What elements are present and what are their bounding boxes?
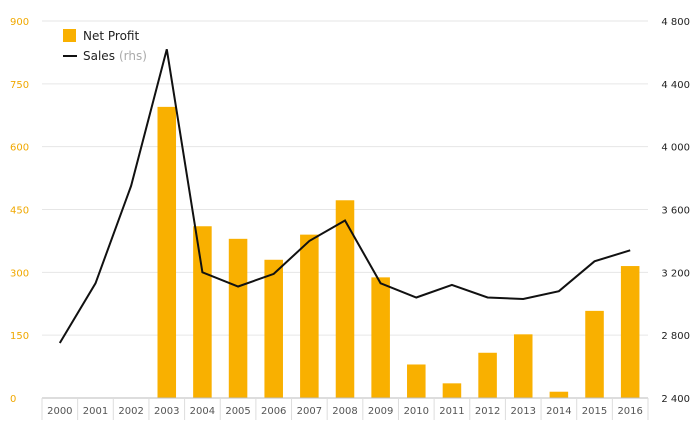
x-tick-label: 2002	[118, 406, 143, 417]
y-left-tick-label: 900	[10, 17, 29, 28]
legend-label-net-profit: Net Profit	[83, 29, 139, 43]
x-tick-label: 2012	[475, 406, 500, 417]
legend-sales-name: Sales	[83, 49, 115, 63]
y-left-tick-label: 450	[10, 206, 29, 217]
x-tick-label: 2005	[225, 406, 250, 417]
legend: Net Profit Sales (rhs)	[63, 29, 147, 63]
legend-label-sales: Sales (rhs)	[83, 49, 147, 63]
x-tick-label: 2008	[332, 406, 357, 417]
legend-swatch-net-profit	[63, 29, 76, 42]
net-profit-bar	[264, 259, 283, 398]
y-left-tick-label: 750	[10, 80, 29, 91]
net-profit-bar	[157, 106, 177, 398]
net-profit-bar	[300, 234, 319, 398]
net-profit-bar	[193, 226, 212, 398]
x-tick-label: 2007	[297, 406, 322, 417]
legend-sales-note: (rhs)	[119, 49, 147, 63]
x-tick-label: 2000	[47, 406, 72, 417]
y-right-tick-label: 4 400	[661, 80, 690, 91]
x-tick-label: 2009	[368, 406, 393, 417]
net-profit-bar	[620, 266, 640, 398]
net-profit-bar	[442, 383, 462, 398]
net-profit-bar	[585, 310, 604, 398]
x-tick-label: 2001	[83, 406, 108, 417]
x-tick-label: 2011	[439, 406, 464, 417]
sales-line-group	[58, 49, 631, 344]
y-right-tick-label: 2 400	[661, 394, 690, 405]
net-profit-bar	[228, 238, 248, 398]
x-tick-label: 2004	[190, 406, 215, 417]
y-right-tick-label: 2 800	[661, 331, 690, 342]
y-left-tick-label: 600	[10, 143, 29, 154]
y-right-tick-label: 3 600	[661, 206, 690, 217]
y-right-tick-label: 4 000	[661, 143, 690, 154]
net-profit-bar	[335, 200, 355, 398]
x-tick-label: 2014	[546, 406, 571, 417]
y-left-tick-label: 150	[10, 331, 29, 342]
net-profit-bars	[157, 106, 640, 398]
x-tick-label: 2003	[154, 406, 179, 417]
y-right-tick-label: 3 200	[661, 268, 690, 279]
x-tick-label: 2006	[261, 406, 286, 417]
net-profit-bar	[371, 277, 390, 398]
axes: 0 150 300 450 600 750 900 2 400 2 800 3 200 3 600 4…	[10, 17, 690, 420]
x-tick-label: 2013	[511, 406, 536, 417]
net-profit-bar	[549, 391, 569, 398]
y-left-tick-label: 0	[10, 394, 16, 405]
y-right-tick-label: 4 800	[661, 17, 690, 28]
net-profit-bar	[478, 352, 497, 398]
sales-line	[58, 49, 631, 344]
x-tick-label: 2015	[582, 406, 607, 417]
y-left-tick-label: 300	[10, 268, 29, 279]
net-profit-bar	[407, 364, 426, 398]
x-tick-label: 2016	[617, 406, 642, 417]
net-profit-bar	[513, 334, 533, 398]
x-tick-label: 2010	[404, 406, 429, 417]
